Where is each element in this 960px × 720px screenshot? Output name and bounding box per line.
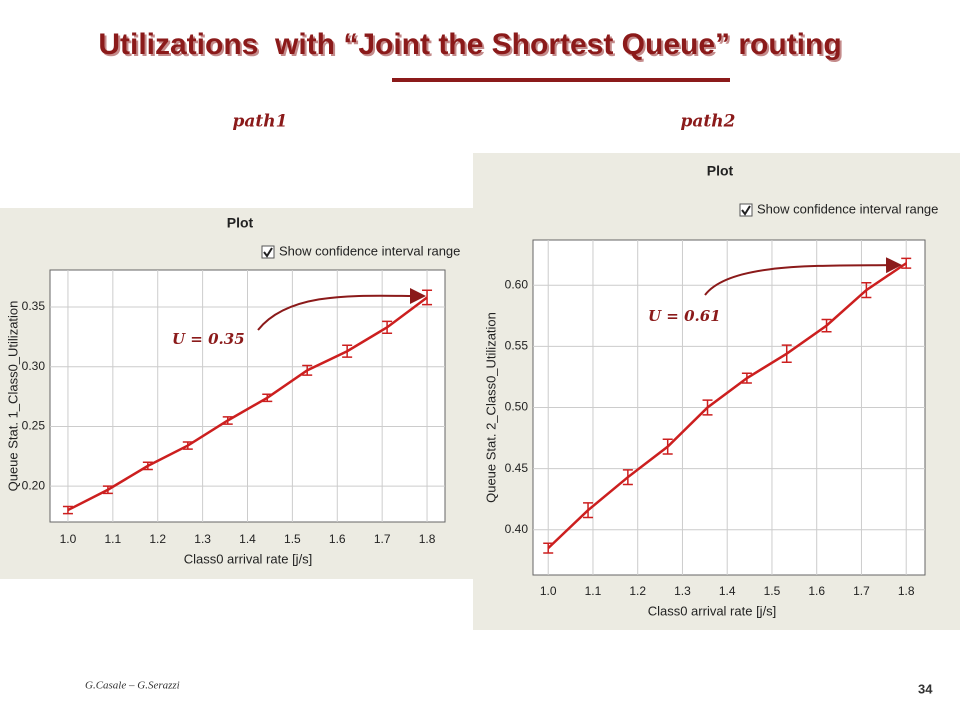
y-tick-label: 0.35 [22, 299, 46, 313]
x-tick-label: 1.4 [719, 584, 736, 598]
error-bar [622, 469, 633, 486]
slide-title: Utilizations with “Joint the Shortest Qu… [98, 28, 841, 61]
x-tick-label: 1.5 [764, 584, 781, 598]
x-tick-label: 1.6 [329, 532, 346, 546]
y-tick-label: 0.30 [22, 359, 46, 373]
x-tick-label: 1.1 [104, 532, 121, 546]
error-bar [741, 372, 752, 384]
chart-title: Plot [227, 215, 254, 231]
x-tick-label: 1.4 [239, 532, 256, 546]
error-bar [342, 344, 353, 358]
chart-subtitle: path1 [233, 112, 288, 132]
error-bar [861, 282, 872, 299]
title-underline [392, 78, 730, 82]
error-bar [382, 320, 393, 335]
x-tick-label: 1.7 [374, 532, 391, 546]
error-bar [821, 318, 832, 333]
y-tick-label: 0.55 [505, 339, 529, 353]
x-tick-label: 1.8 [898, 584, 915, 598]
y-axis-label: Queue Stat. 2_Class0_Utilization [483, 312, 498, 503]
x-tick-label: 1.2 [629, 584, 646, 598]
error-bar [142, 461, 153, 471]
error-bar [543, 542, 554, 554]
x-tick-label: 1.8 [419, 532, 436, 546]
x-tick-label: 1.1 [585, 584, 602, 598]
page-number: 34 [918, 681, 933, 696]
checkmark [741, 205, 751, 216]
y-tick-label: 0.25 [22, 419, 46, 433]
data-line [67, 296, 428, 512]
x-tick-label: 1.0 [540, 584, 557, 598]
error-bar [662, 438, 673, 455]
error-bar [102, 485, 113, 495]
y-tick-label: 0.40 [505, 522, 529, 536]
x-axis-label: Class0 arrival rate [j/s] [184, 551, 313, 566]
y-tick-label: 0.60 [505, 277, 529, 291]
annotation-arrow [257, 287, 426, 331]
chart-subtitle: path2 [681, 112, 736, 132]
error-bar [781, 344, 792, 364]
error-bar [222, 416, 233, 425]
checkbox-label: Show confidence interval range [757, 201, 938, 216]
x-tick-label: 1.3 [194, 532, 211, 546]
x-tick-label: 1.5 [284, 532, 301, 546]
x-tick-label: 1.2 [149, 532, 166, 546]
error-bar [901, 257, 912, 269]
x-tick-label: 1.3 [674, 584, 691, 598]
title-shadow: Utilizations with “Joint the Shortest Qu… [100, 30, 843, 63]
y-tick-label: 0.20 [22, 478, 46, 492]
annotation: U = 0.35 [172, 330, 245, 348]
error-bar [182, 441, 193, 450]
x-tick-label: 1.0 [60, 532, 77, 546]
x-tick-label: 1.7 [853, 584, 870, 598]
error-bar [702, 399, 713, 416]
x-axis-label: Class0 arrival rate [j/s] [648, 603, 777, 618]
chart-title: Plot [707, 163, 734, 179]
x-tick-label: 1.6 [808, 584, 825, 598]
footer: G.Casale – G.Serazzi [85, 680, 180, 692]
error-bar [583, 502, 594, 519]
error-bar [262, 393, 273, 403]
y-axis-label: Queue Stat. 1_Class0_Utilization [5, 301, 20, 492]
error-bar [302, 364, 313, 376]
y-tick-label: 0.45 [505, 461, 529, 475]
checkbox-label: Show confidence interval range [279, 243, 460, 258]
annotation-arrow [704, 257, 902, 296]
checkmark [263, 247, 273, 258]
error-bar [62, 505, 73, 515]
y-tick-label: 0.50 [505, 400, 529, 414]
annotation: U = 0.61 [648, 307, 721, 325]
data-line [547, 262, 907, 550]
